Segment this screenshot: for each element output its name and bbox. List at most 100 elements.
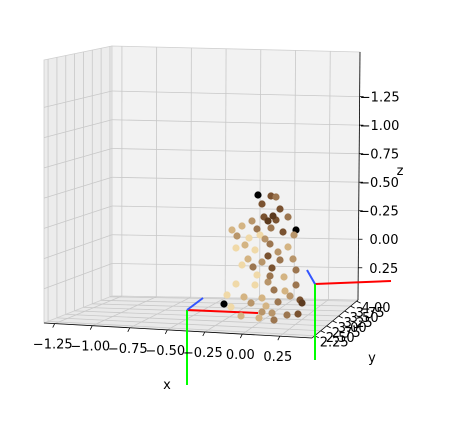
- scatter-point: [233, 232, 241, 240]
- scatter-point: [272, 193, 280, 201]
- z-tick-label: −1.00: [360, 119, 400, 134]
- x-tick: [239, 333, 243, 339]
- y-grid-floor: [92, 303, 345, 312]
- scatter-point: [220, 300, 228, 308]
- scatter-point: [256, 231, 264, 239]
- frame-b-x-axis: [314, 280, 392, 285]
- frame-a-z-axis: [186, 297, 204, 311]
- y-tick-label: 2.50: [326, 331, 355, 346]
- y-tick-label: 3.75: [356, 306, 385, 321]
- scatter-point: [268, 264, 276, 272]
- scatter-point: [238, 222, 246, 230]
- z-grid-left: [43, 119, 113, 138]
- scatter-point: [298, 299, 306, 307]
- scatter-point: [232, 280, 240, 288]
- scatter-points: [220, 191, 306, 324]
- y-tick-label: 2.75: [332, 326, 361, 341]
- frame-b-z-axis: [306, 269, 316, 285]
- x-tick: [164, 329, 168, 335]
- scatter-point: [286, 292, 294, 300]
- z-grid-left: [43, 148, 113, 169]
- y-tick: [326, 325, 331, 329]
- scatter-point: [281, 287, 289, 295]
- scatter-point: [264, 278, 272, 286]
- scatter-point: [289, 255, 297, 263]
- scatter-point: [264, 217, 272, 225]
- scatter-point: [244, 255, 252, 263]
- x-grid-wall: [190, 47, 192, 298]
- scatter-point: [269, 212, 277, 220]
- z-grid-back: [111, 263, 359, 269]
- scatter-point: [258, 258, 266, 266]
- back-pane: [111, 45, 361, 301]
- tick-labels: −1.25−1.00−0.75−0.50−0.25 0.00 0.252.252.5…: [33, 91, 400, 366]
- frame-a-x-axis: [186, 309, 259, 314]
- x-tick-label: −0.25: [183, 346, 223, 361]
- scatter-point: [266, 240, 274, 248]
- scatter-point: [258, 200, 266, 208]
- scatter-point: [290, 231, 298, 239]
- scatter-point: [253, 271, 261, 279]
- z-grid-left: [43, 205, 113, 229]
- coordinate-frames: [186, 269, 392, 385]
- z-grid-back: [111, 119, 360, 126]
- z-grid-left: [43, 90, 113, 108]
- scatter-point: [258, 294, 266, 302]
- scatter-point: [228, 226, 236, 234]
- scatter-point: [268, 309, 276, 317]
- scatter-point: [274, 298, 282, 306]
- scatter-point: [253, 225, 261, 233]
- scatter-point: [240, 293, 248, 301]
- z-grid-left: [43, 263, 113, 290]
- z-axis-line: [357, 51, 361, 301]
- scatter-point: [270, 316, 278, 324]
- z-tick-label: −0.25: [359, 205, 399, 220]
- scatter-point: [238, 261, 246, 269]
- scatter-point: [280, 273, 288, 281]
- scatter-point: [262, 302, 270, 310]
- scatter-point: [276, 256, 284, 264]
- z-tick-label: −1.25: [360, 91, 400, 106]
- y-grid-floor: [56, 317, 321, 332]
- grid-lines: [43, 46, 364, 341]
- y-tick-label: 4.00: [362, 301, 391, 316]
- scatter-point: [251, 246, 259, 254]
- z-tick-label: 0.00: [370, 233, 399, 248]
- scatter-point: [227, 303, 235, 311]
- x-tick-label: −1.25: [33, 338, 73, 353]
- y-axis-label: y: [368, 351, 376, 366]
- y-tick-label: 3.00: [338, 321, 367, 336]
- scatter-point: [266, 272, 274, 280]
- x-tick-label: −1.00: [70, 340, 110, 355]
- scatter-point: [270, 286, 278, 294]
- y-grid-floor: [65, 313, 327, 327]
- scatter-point: [284, 243, 292, 251]
- x-grid-wall: [259, 49, 262, 299]
- scatter-point: [251, 281, 259, 289]
- scatter-point: [249, 263, 257, 271]
- scatter-point: [232, 244, 240, 252]
- x-tick-label: 0.25: [263, 350, 292, 365]
- y-grid-floor: [48, 320, 315, 337]
- x-tick: [277, 336, 281, 341]
- z-axis-label: z: [397, 164, 404, 179]
- scatter-point: [247, 299, 255, 307]
- scatter-point: [261, 235, 269, 243]
- z-grid-left: [43, 176, 113, 199]
- z-tick-label: −0.75: [359, 148, 399, 163]
- y-tick: [356, 300, 361, 304]
- scatter-point: [274, 248, 282, 256]
- scatter-point: [254, 191, 262, 199]
- scatter-point: [279, 228, 287, 236]
- z-grid-back: [111, 176, 359, 183]
- y-tick: [338, 315, 343, 319]
- y-tick: [332, 320, 337, 324]
- scatter-point: [258, 308, 266, 316]
- x-tick: [127, 327, 131, 332]
- y-tick: [344, 310, 349, 314]
- x-tick: [52, 323, 56, 328]
- scatter-point: [248, 217, 256, 225]
- scatter-point: [267, 224, 275, 232]
